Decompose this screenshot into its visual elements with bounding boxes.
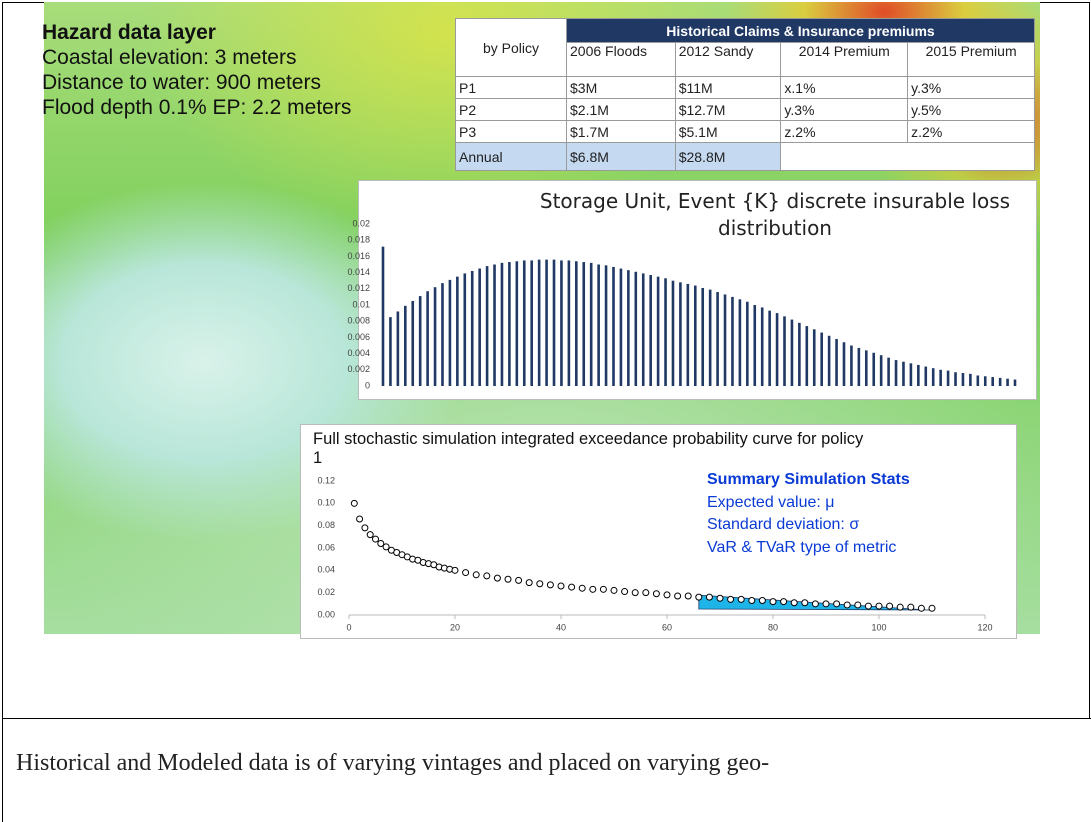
- point: [558, 583, 564, 589]
- y-tick-label: 0.10: [317, 498, 335, 508]
- point: [494, 575, 500, 581]
- point: [484, 573, 490, 579]
- point: [579, 585, 585, 591]
- y-tick-label: 0.00: [317, 609, 335, 619]
- point: [362, 525, 368, 531]
- x-tick-label: 20: [450, 622, 460, 632]
- scatter-chart: 0.00 0.02 0.04 0.06 0.08 0.10 0.12 0 20 40 60 80 100…: [0, 0, 1091, 821]
- point: [696, 594, 702, 600]
- point: [373, 536, 379, 542]
- point: [357, 516, 363, 522]
- y-tick-label: 0.04: [317, 565, 335, 575]
- y-tick-label: 0.08: [317, 520, 335, 530]
- point: [929, 605, 935, 611]
- point: [791, 600, 797, 606]
- point: [351, 500, 357, 506]
- page: Hazard data layer Coastal elevation: 3 m…: [0, 0, 1091, 821]
- point: [759, 597, 765, 603]
- point: [738, 596, 744, 602]
- point: [622, 589, 628, 595]
- y-tick-label: 0.06: [317, 542, 335, 552]
- caption: Historical and Modeled data is of varyin…: [16, 750, 769, 777]
- point: [706, 594, 712, 600]
- point: [717, 595, 723, 601]
- point: [802, 600, 808, 606]
- point: [728, 596, 734, 602]
- point: [876, 603, 882, 609]
- x-tick-label: 100: [871, 622, 886, 632]
- point: [537, 581, 543, 587]
- point: [600, 586, 606, 592]
- x-tick-label: 0: [346, 622, 351, 632]
- point: [749, 597, 755, 603]
- point: [887, 603, 893, 609]
- y-tick-label: 0.02: [317, 587, 335, 597]
- point: [452, 567, 458, 573]
- point: [547, 582, 553, 588]
- point: [505, 576, 511, 582]
- point: [516, 577, 522, 583]
- point: [823, 601, 829, 607]
- point: [664, 592, 670, 598]
- point: [473, 572, 479, 578]
- point: [569, 584, 575, 590]
- point: [908, 604, 914, 610]
- point: [675, 593, 681, 599]
- x-tick-label: 120: [977, 622, 992, 632]
- point: [590, 586, 596, 592]
- point: [770, 599, 776, 605]
- point: [685, 593, 691, 599]
- point: [632, 590, 638, 596]
- point: [463, 570, 469, 576]
- point: [643, 590, 649, 596]
- point: [918, 605, 924, 611]
- point: [367, 532, 373, 538]
- point: [844, 602, 850, 608]
- point: [653, 591, 659, 597]
- point: [855, 602, 861, 608]
- x-tick-label: 60: [662, 622, 672, 632]
- y-tick-label: 0.12: [317, 475, 335, 485]
- x-tick-label: 80: [768, 622, 778, 632]
- point: [812, 601, 818, 607]
- point: [834, 601, 840, 607]
- point: [526, 580, 532, 586]
- point: [865, 603, 871, 609]
- point: [611, 587, 617, 593]
- x-tick-label: 40: [556, 622, 566, 632]
- point: [897, 604, 903, 610]
- point: [781, 599, 787, 605]
